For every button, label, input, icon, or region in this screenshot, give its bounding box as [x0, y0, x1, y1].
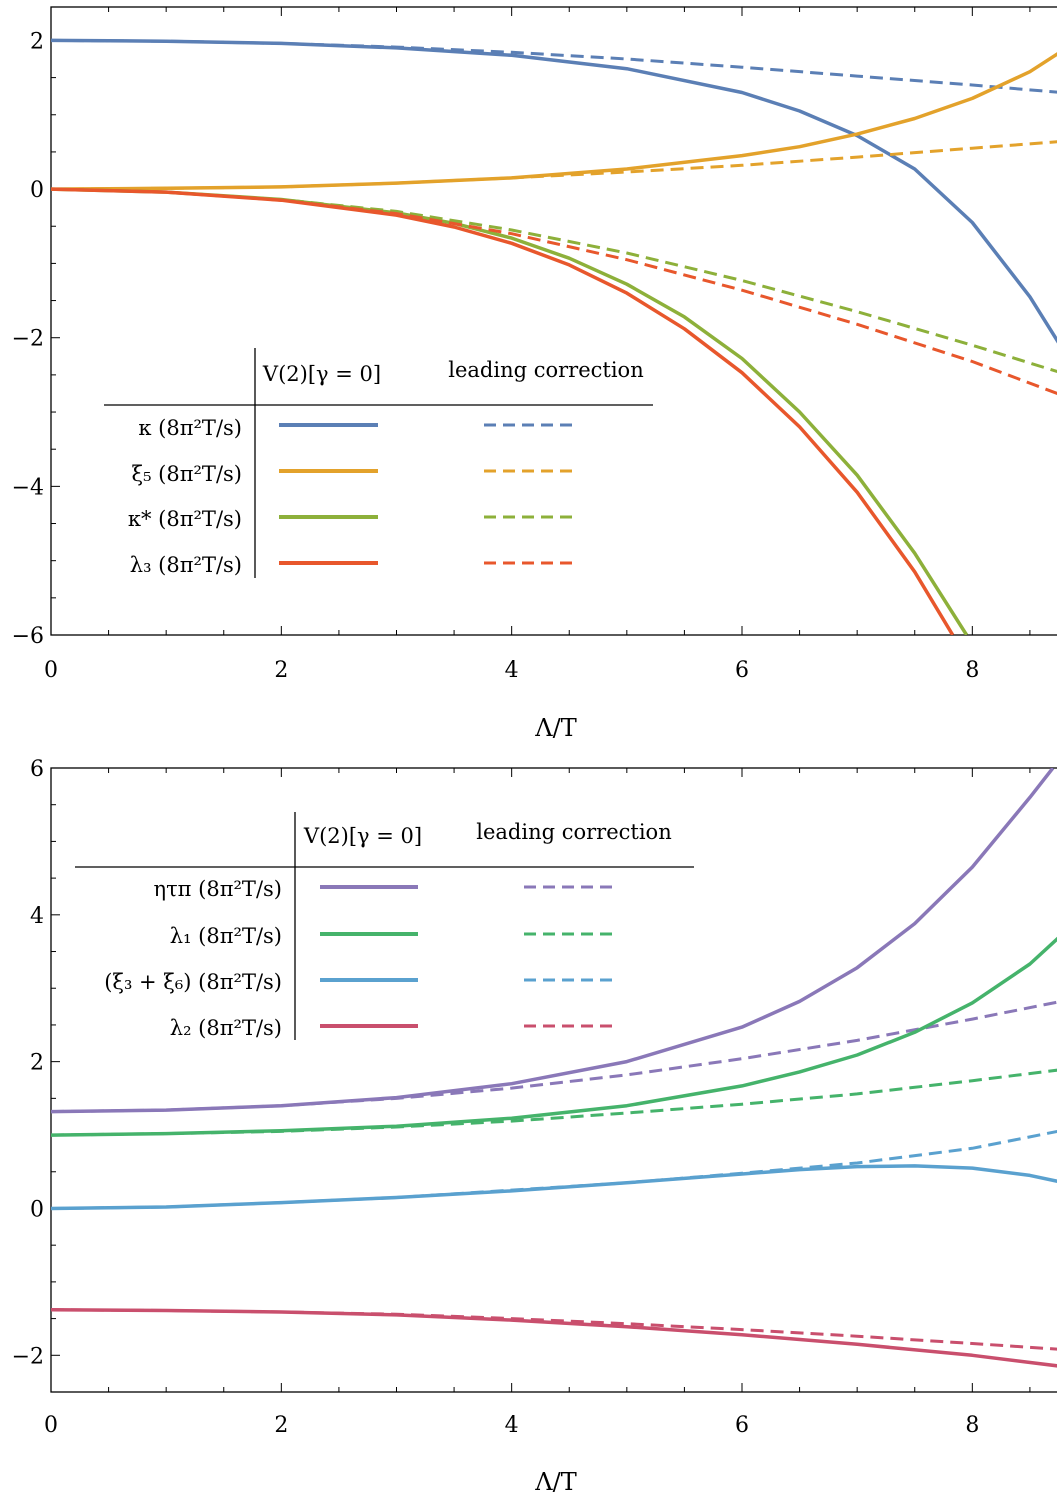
- bottom-legend-row-label: λ₁ (8π²T/s): [170, 924, 282, 948]
- bottom-series-line-dashed: [51, 1000, 1057, 1114]
- top-x-tick-label: 2: [274, 658, 288, 683]
- bottom-x-axis-label: Λ/T: [534, 1468, 576, 1496]
- bottom-legend-row-label: ητπ (8π²T/s): [153, 877, 282, 901]
- bottom-legend-row-label: (ξ₃ + ξ₆) (8π²T/s): [104, 970, 282, 994]
- top-legend: V(2)[γ = 0] leading correction κ (8π²T/s…: [104, 348, 653, 578]
- top-y-tick-label: −2: [12, 327, 44, 352]
- top-x-tick-label: 8: [965, 658, 979, 683]
- bottom-plot-frame: [50, 767, 1057, 1393]
- top-series-line-dashed: [51, 38, 1057, 94]
- bottom-ticks: 0 2 4 6 8 −2 0 2 4 6: [12, 757, 1031, 1438]
- bottom-x-tick-label: 8: [965, 1413, 979, 1438]
- top-legend-row-label: κ* (8π²T/s): [128, 507, 242, 531]
- top-x-tick-label: 6: [735, 658, 749, 683]
- bottom-x-tick-label: 4: [505, 1413, 519, 1438]
- top-legend-row-label: κ (8π²T/s): [138, 416, 242, 440]
- bottom-x-tick-label: 6: [735, 1413, 749, 1438]
- top-ticks: 0 2 4 6 8 −6 −4 −2 0 2: [12, 7, 1031, 683]
- bottom-series-line-solid: [51, 1308, 1057, 1368]
- top-legend-header-dashed: leading correction: [448, 358, 643, 382]
- bottom-y-tick-label: 0: [30, 1197, 44, 1222]
- top-series: [51, 38, 1057, 635]
- top-series-line-dashed: [51, 187, 1057, 374]
- bottom-legend-header-dashed: leading correction: [476, 820, 671, 844]
- bottom-series: [51, 768, 1057, 1368]
- top-legend-row-label: ξ₅ (8π²T/s): [132, 462, 243, 486]
- top-series-line-dashed: [51, 140, 1057, 191]
- top-plot-frame: [50, 6, 1057, 636]
- top-chart: 0 2 4 6 8 −6 −4 −2 0 2 Λ/T V(2)[γ = 0] leading co…: [12, 6, 1057, 742]
- top-x-axis-label: Λ/T: [534, 714, 576, 742]
- top-y-tick-label: −6: [12, 624, 44, 649]
- top-x-tick-label: 0: [44, 658, 58, 683]
- bottom-x-tick-label: 0: [44, 1413, 58, 1438]
- bottom-series-line-dashed: [51, 1129, 1057, 1210]
- top-y-tick-label: −4: [12, 475, 44, 500]
- bottom-legend: V(2)[γ = 0] leading correction ητπ (8π²T…: [75, 812, 694, 1040]
- bottom-y-tick-label: 2: [30, 1051, 44, 1076]
- top-legend-header-solid: V(2)[γ = 0]: [262, 362, 381, 386]
- bottom-legend-header-solid: V(2)[γ = 0]: [303, 824, 422, 848]
- top-y-tick-label: 2: [30, 29, 44, 54]
- bottom-chart: 0 2 4 6 8 −2 0 2 4 6 Λ/T V(2)[γ = 0] leading corr…: [12, 757, 1057, 1496]
- bottom-series-line-dashed: [51, 1068, 1057, 1137]
- top-legend-row-label: λ₃ (8π²T/s): [130, 553, 242, 577]
- top-x-tick-label: 4: [505, 658, 519, 683]
- bottom-legend-row-label: λ₂ (8π²T/s): [170, 1016, 282, 1040]
- top-series-line-dashed: [51, 187, 1057, 395]
- bottom-y-tick-label: 4: [30, 904, 44, 929]
- top-series-line-solid: [51, 52, 1057, 191]
- bottom-y-tick-label: −2: [12, 1344, 44, 1369]
- bottom-x-tick-label: 2: [274, 1413, 288, 1438]
- bottom-y-tick-label: 6: [30, 757, 44, 782]
- bottom-series-line-dashed: [51, 1308, 1057, 1351]
- top-y-tick-label: 0: [30, 178, 44, 203]
